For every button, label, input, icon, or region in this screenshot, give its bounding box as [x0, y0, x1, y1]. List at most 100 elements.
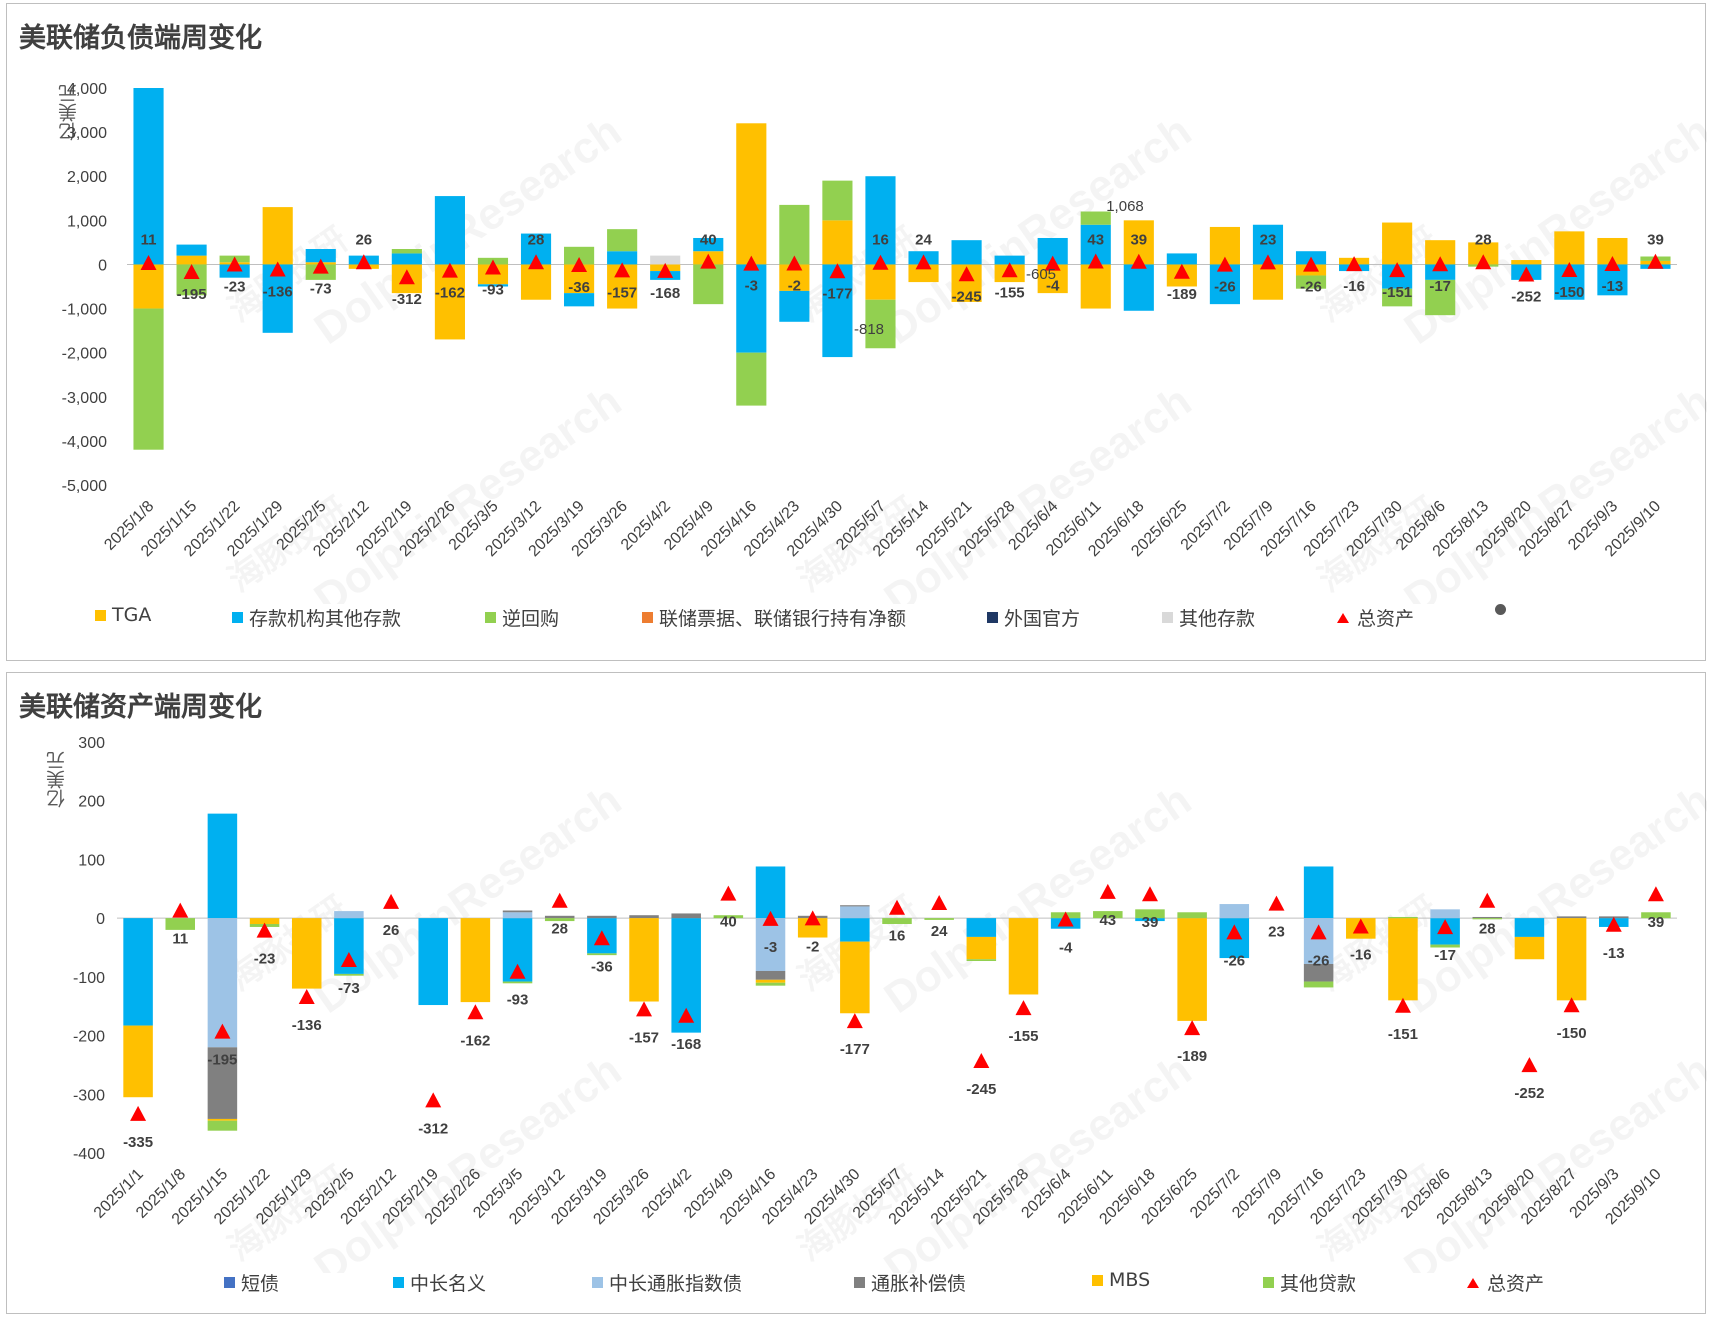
data-label: 28: [1479, 921, 1496, 938]
legend-swatch: [987, 612, 998, 623]
y-tick-label: -300: [73, 1087, 105, 1104]
total-assets-marker: [1604, 256, 1621, 272]
total-assets-marker: [425, 1092, 442, 1108]
data-label: -36: [568, 279, 590, 296]
total-assets-marker: [743, 255, 760, 271]
bar-segment-逆回购: [607, 229, 638, 252]
watermark-text: DolphinResearch: [1396, 376, 1707, 604]
total-assets-marker: [636, 1001, 653, 1017]
total-assets-marker: [269, 261, 286, 277]
total-assets-marker: [872, 254, 889, 270]
legend-label: 通胀补偿债: [871, 1273, 967, 1295]
legend-item: 其他贷款: [1263, 1269, 1356, 1296]
y-tick-label: 2,000: [67, 169, 107, 186]
legend-label: 其他贷款: [1280, 1273, 1357, 1295]
legend-swatch: [592, 1277, 603, 1288]
data-label: -245: [966, 1081, 996, 1098]
data-label: -136: [292, 1017, 322, 1034]
bar-segment-逆回购: [693, 264, 724, 305]
bar-segment-其他贷款: [502, 981, 533, 984]
data-label: -252: [1511, 289, 1541, 306]
data-label: -157: [629, 1029, 659, 1046]
total-assets-marker: [1432, 256, 1449, 272]
total-assets-marker: [312, 258, 329, 274]
data-label: -168: [650, 285, 680, 302]
bar-segment-其他贷款: [334, 973, 364, 976]
bar-segment-TGA: [736, 123, 767, 265]
legend-item: TGA: [95, 604, 151, 626]
bar-segment-TGA: [176, 255, 207, 265]
bar-segment-存款机构其他存款: [994, 255, 1025, 265]
bar-segment-其他贷款: [882, 918, 912, 925]
y-tick-label: 300: [78, 735, 105, 752]
data-label: -312: [392, 291, 422, 308]
total-assets-marker: [1475, 254, 1492, 270]
bar-segment-MBS: [1008, 918, 1039, 995]
y-tick-label: 4,000: [67, 81, 107, 98]
bar-segment-存款机构其他存款: [305, 249, 336, 263]
total-assets-marker: [889, 899, 905, 915]
total-assets-marker: [226, 256, 243, 272]
total-assets-marker: [298, 988, 315, 1004]
total-assets-marker: [398, 269, 415, 285]
bar-segment-MBS: [1177, 918, 1207, 1021]
bar-segment-其他贷款: [587, 953, 617, 956]
data-label: -3: [764, 939, 777, 956]
data-label: -26: [1308, 952, 1330, 969]
bar-segment-其他贷款: [1430, 944, 1460, 948]
data-label: -151: [1382, 284, 1412, 301]
total-assets-marker: [1647, 253, 1664, 269]
bar-segment-逆回购: [736, 352, 767, 406]
total-assets-marker: [1057, 911, 1074, 927]
bar-segment-其他贷款: [755, 982, 786, 986]
data-label: -26: [1214, 279, 1236, 296]
data-label: -73: [338, 980, 360, 997]
annotation-label: -605: [1026, 266, 1056, 283]
total-assets-marker: [786, 255, 803, 271]
bar-segment-存款机构其他存款: [176, 244, 207, 256]
total-assets-marker: [214, 1023, 231, 1039]
legend-label: 总资产: [1357, 608, 1415, 630]
data-label: -335: [123, 1134, 153, 1151]
data-label: 40: [720, 914, 737, 931]
bar-segment-TGA: [520, 264, 552, 300]
bar-segment-存款机构其他存款: [391, 253, 422, 265]
bar-segment-MBS: [460, 918, 491, 1003]
data-label: -23: [224, 278, 246, 295]
data-label: 39: [1142, 914, 1159, 931]
data-label: 43: [1099, 912, 1116, 929]
y-tick-label: -2,000: [62, 346, 107, 363]
bar-segment-逆回购: [391, 249, 422, 254]
data-label: -150: [1554, 284, 1584, 301]
data-label: -2: [788, 278, 801, 295]
bar-segment-中长通胀指数债: [502, 912, 533, 919]
total-assets-marker: [958, 266, 975, 282]
total-assets-marker: [1184, 1020, 1201, 1036]
data-label: -4: [1046, 278, 1060, 295]
bar-segment-中长名义: [840, 918, 870, 942]
total-assets-marker: [551, 892, 568, 908]
bar-segment-MBS: [755, 979, 786, 983]
annotation-label: -818: [854, 321, 884, 338]
chart-title: 美联储负债端周变化: [19, 23, 262, 54]
bar-segment-MBS: [840, 941, 870, 1014]
legend-swatch: [854, 1277, 865, 1288]
bar-segment-存款机构其他存款: [564, 293, 595, 307]
data-label: 28: [528, 231, 545, 248]
data-label: 23: [1260, 231, 1277, 248]
total-assets-marker: [1216, 256, 1233, 272]
watermark-text: DolphinResearch: [306, 1045, 631, 1273]
y-tick-label: -200: [73, 1029, 105, 1046]
bar-segment-其他贷款: [1093, 911, 1123, 919]
data-label: -26: [1300, 279, 1322, 296]
total-assets-marker: [804, 910, 821, 926]
bar-segment-逆回购: [1382, 288, 1413, 307]
legend-swatch: [232, 612, 243, 623]
bar-segment-中长通胀指数债: [755, 918, 786, 971]
bar-segment-TGA: [1382, 222, 1413, 265]
y-tick-label: -3,000: [62, 390, 107, 407]
bar-segment-TGA: [865, 264, 896, 300]
bar-segment-TGA: [1554, 231, 1585, 265]
bar-segment-MBS: [1514, 936, 1545, 960]
data-label: -16: [1350, 947, 1372, 964]
